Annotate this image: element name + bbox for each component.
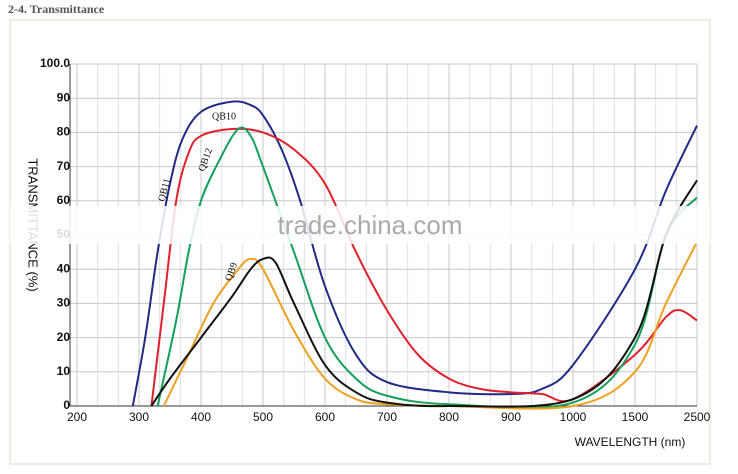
x-tick-label: 300: [129, 410, 149, 424]
y-tick-label: 10: [57, 364, 71, 378]
series-label: QB10: [212, 111, 236, 122]
series-label: QB9: [223, 261, 240, 283]
y-tick-label: 100.0: [40, 56, 70, 70]
series-line: [162, 241, 698, 410]
x-axis-label: WAVELENGTH (nm): [575, 435, 686, 449]
y-tick-label: 40: [57, 261, 71, 275]
y-tick-label: 80: [57, 125, 71, 139]
x-tick-label: 1000: [560, 410, 587, 424]
y-tick-label: 60: [57, 193, 71, 207]
x-tick-label: 800: [439, 410, 459, 424]
x-tick-label: 1500: [622, 410, 649, 424]
series-label: QB11: [156, 177, 173, 203]
x-tick-label: 700: [377, 410, 397, 424]
y-tick-label: 20: [57, 330, 71, 344]
page-title: 2-4. Transmittance: [8, 2, 105, 16]
y-tick-label: 70: [57, 159, 71, 173]
x-tick-label: 500: [253, 410, 273, 424]
series-label: QB12: [197, 147, 216, 173]
x-tick-label: 400: [191, 410, 211, 424]
series-line: [131, 100, 698, 407]
y-tick-label: 90: [57, 90, 71, 104]
y-tick-label: 30: [57, 296, 71, 310]
y-tick-label: 0: [63, 398, 70, 412]
x-tick-label: 200: [67, 410, 87, 424]
x-tick-label: 2500: [684, 410, 711, 424]
x-tick-label: 600: [315, 410, 335, 424]
x-tick-label: 900: [501, 410, 521, 424]
curves: [131, 100, 698, 410]
series-line: [150, 179, 698, 408]
watermark: trade.china.com: [278, 210, 463, 240]
watermark-band: [10, 206, 710, 244]
